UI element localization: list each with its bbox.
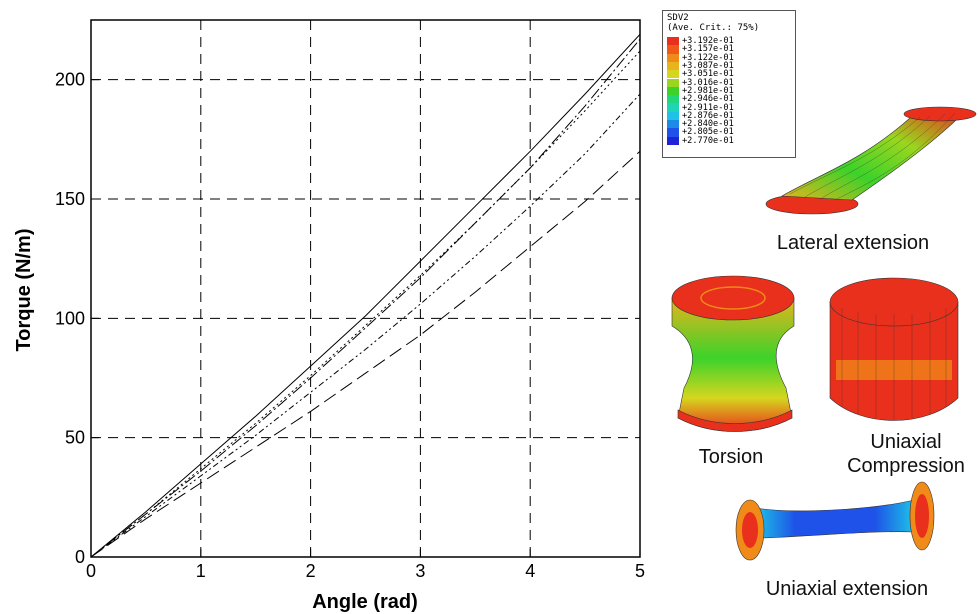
y-tick-label: 150 <box>55 189 85 209</box>
legend-entry: +2.911e-01 <box>667 102 734 113</box>
legend-label: +3.016e-01 <box>682 77 734 88</box>
legend-label: +2.840e-01 <box>682 119 734 130</box>
legend-entry: +3.016e-01 <box>667 77 734 88</box>
gridlines <box>91 20 640 557</box>
series-line-5 <box>90 150 641 558</box>
legend-entry: +2.770e-01 <box>667 135 734 146</box>
legend-entry: +3.157e-01 <box>667 44 734 55</box>
legend-swatch <box>667 78 679 87</box>
legend-entry: +2.876e-01 <box>667 112 734 120</box>
legend-label: +2.876e-01 <box>682 110 734 121</box>
legend-swatch <box>667 86 679 96</box>
legend-swatch <box>667 95 679 104</box>
lateral-extension-figure <box>765 106 977 215</box>
caption-torsion: Torsion <box>698 446 764 468</box>
legend-swatch <box>667 37 679 46</box>
legend-swatch <box>667 128 679 137</box>
legend-entry: +3.051e-01 <box>667 69 734 80</box>
x-tick-label: 2 <box>306 561 316 581</box>
legend-label: +2.911e-01 <box>682 102 734 113</box>
y-tick-label: 0 <box>75 547 85 567</box>
torque-angle-chart: 0 1 2 3 4 5 0 50 100 150 200 Angle (rad) Torque (… <box>13 19 645 613</box>
caption-uniaxial-compression: Uniaxial Compression <box>847 431 965 477</box>
y-axis-title: Torque (N/m) <box>13 229 35 352</box>
legend-entry: +2.946e-01 <box>667 94 734 105</box>
uniaxial-compression-figure <box>829 277 959 421</box>
contour-legend: SDV2 (Ave. Crit.: 75%) +3.192e-01 +3.157e… <box>662 10 796 158</box>
y-tick-labels: 0 50 100 150 200 <box>55 70 85 567</box>
y-tick-label: 100 <box>55 308 85 328</box>
x-tick-label: 0 <box>86 561 96 581</box>
legend-entry: +2.840e-01 <box>667 120 734 128</box>
legend-swatch <box>667 111 679 120</box>
legend-label: +3.192e-01 <box>682 36 734 47</box>
legend-label: +3.157e-01 <box>682 44 734 55</box>
legend-label: +3.087e-01 <box>682 61 734 72</box>
plot-frame <box>90 19 641 558</box>
legend-swatch <box>667 61 679 71</box>
caption-lateral-extension: Lateral extension <box>776 232 930 254</box>
legend-label: +2.981e-01 <box>682 85 734 96</box>
legend-entry: +3.087e-01 <box>667 62 734 70</box>
torsion-figure <box>671 275 795 432</box>
legend-swatch <box>667 70 679 79</box>
series-line-3 <box>90 38 641 558</box>
x-tick-labels: 0 1 2 3 4 5 <box>86 561 645 581</box>
caption-uniaxial-extension: Uniaxial extension <box>765 578 929 600</box>
series-line-4 <box>90 93 641 558</box>
legend-swatch <box>667 136 679 145</box>
y-tick-label: 200 <box>55 70 85 90</box>
legend-entry: +2.981e-01 <box>667 87 734 95</box>
y-tick-label: 50 <box>65 428 85 448</box>
uniaxial-extension-figure <box>735 481 935 561</box>
legend-swatch <box>667 45 679 54</box>
legend-entry: +3.192e-01 <box>667 37 734 45</box>
x-axis-title: Angle (rad) <box>312 591 418 613</box>
legend-label: +2.770e-01 <box>682 135 734 146</box>
legend-label: +2.946e-01 <box>682 94 734 105</box>
series-line-1 <box>90 33 641 558</box>
x-tick-label: 4 <box>525 561 535 581</box>
legend-title: SDV2 (Ave. Crit.: 75%) <box>667 13 760 33</box>
series-lines <box>90 33 641 558</box>
x-tick-label: 1 <box>196 561 206 581</box>
legend-entry: +3.122e-01 <box>667 52 734 63</box>
x-tick-label: 5 <box>635 561 645 581</box>
legend-swatch <box>667 103 679 112</box>
legend-swatch <box>667 53 679 62</box>
axis-ticks <box>90 79 641 558</box>
legend-label: +2.805e-01 <box>682 127 734 138</box>
legend-swatch <box>667 120 679 129</box>
x-tick-label: 3 <box>415 561 425 581</box>
legend-label: +3.051e-01 <box>682 69 734 80</box>
legend-label: +3.122e-01 <box>682 52 734 63</box>
legend-entry: +2.805e-01 <box>667 127 734 138</box>
